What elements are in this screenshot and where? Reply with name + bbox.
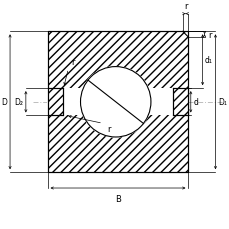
Text: D₁: D₁ [218, 98, 226, 107]
Text: r: r [208, 31, 211, 40]
Text: r: r [183, 2, 186, 11]
Bar [47, 89, 63, 116]
Text: r: r [106, 125, 110, 134]
Text: B: B [114, 194, 120, 203]
Circle shape [80, 67, 151, 138]
Bar [47, 32, 188, 172]
Bar [47, 32, 188, 172]
Bar [63, 89, 172, 116]
Text: d₁: d₁ [204, 56, 212, 65]
Bar [172, 89, 188, 116]
Text: D: D [1, 98, 7, 107]
Text: r: r [71, 58, 75, 67]
Text: D₂: D₂ [14, 98, 23, 107]
Bar [46, 89, 63, 116]
Bar [172, 89, 188, 116]
Circle shape [80, 67, 150, 137]
Text: d: d [193, 98, 198, 107]
